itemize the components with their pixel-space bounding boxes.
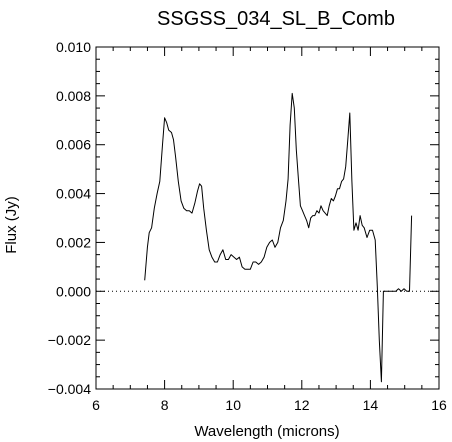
x-axis-label: Wavelength (microns) bbox=[194, 423, 339, 440]
plot-area-border bbox=[95, 46, 440, 390]
y-tick-label: −0.004 bbox=[48, 381, 91, 397]
plot-frame bbox=[95, 46, 440, 390]
chart-title: SSGSS_034_SL_B_Comb bbox=[157, 8, 395, 30]
y-tick-label: 0.004 bbox=[56, 186, 91, 202]
x-tick-label: 12 bbox=[294, 397, 310, 413]
x-tick-label: 14 bbox=[363, 397, 379, 413]
x-tick-label: 10 bbox=[225, 397, 241, 413]
x-tick-label: 8 bbox=[161, 397, 169, 413]
y-tick-label: 0.006 bbox=[56, 137, 91, 153]
y-tick-label: −0.002 bbox=[48, 332, 91, 348]
y-tick-label: 0.008 bbox=[56, 88, 91, 104]
y-axis-label: Flux (Jy) bbox=[3, 196, 20, 254]
spectrum-line bbox=[144, 92, 413, 383]
x-axis-ticks: 6 8 10 12 14 16 bbox=[92, 47, 447, 413]
x-tick-label: 6 bbox=[92, 397, 100, 413]
y-axis-ticks: −0.004 −0.002 0.000 0.002 0.004 0.006 0.008 0.0… bbox=[48, 39, 439, 397]
y-tick-label: 0.000 bbox=[56, 283, 91, 299]
x-tick-label: 16 bbox=[431, 397, 447, 413]
y-tick-label: 0.002 bbox=[56, 234, 91, 250]
series-group bbox=[144, 92, 413, 383]
y-tick-label: 0.010 bbox=[56, 39, 91, 55]
